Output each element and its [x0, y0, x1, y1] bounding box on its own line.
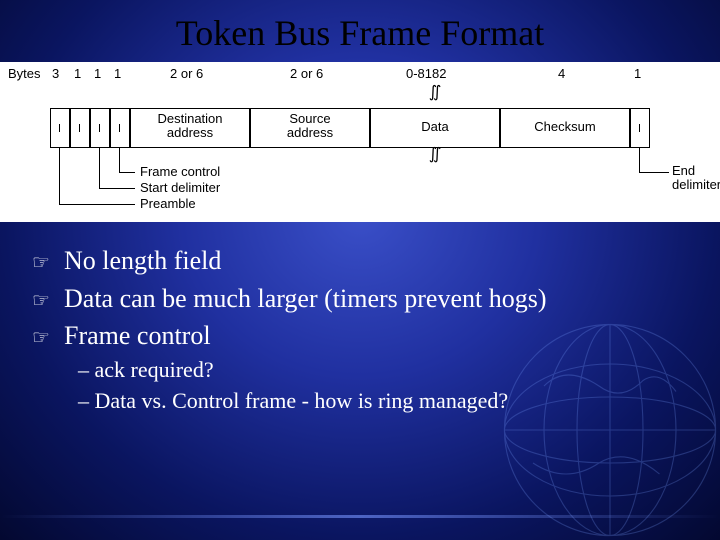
callout-line [639, 172, 669, 173]
field-label-data-top: ∬ [370, 84, 500, 102]
field-box-end [630, 108, 650, 148]
tick [99, 124, 100, 132]
tick [59, 124, 60, 132]
byte-count: 0-8182 [406, 66, 446, 81]
byte-count: 1 [74, 66, 81, 81]
slide-title: Token Bus Frame Format [0, 0, 720, 62]
byte-count: 4 [558, 66, 565, 81]
decorative-divider [0, 515, 720, 518]
data-break-bottom: ∬ [429, 146, 442, 163]
bullet-text: Frame control [64, 317, 211, 355]
field-label-data-bottom: ∬ [370, 146, 500, 164]
field-box [110, 108, 130, 148]
callout-label: Enddelimiter [672, 164, 720, 193]
label-text: Sourceaddress [287, 111, 333, 140]
field-box [50, 108, 70, 148]
data-break-top: ∬ [429, 84, 442, 101]
globe-decoration-icon [500, 320, 720, 540]
field-label: Checksum [500, 120, 630, 134]
callout-line [119, 148, 120, 172]
label-text: Destinationaddress [157, 111, 222, 140]
field-label: Data [370, 120, 500, 134]
byte-count: 2 or 6 [290, 66, 323, 81]
tick [639, 124, 640, 132]
byte-count: 2 or 6 [170, 66, 203, 81]
byte-count: 3 [52, 66, 59, 81]
callout-label: Preamble [140, 196, 196, 211]
field-box [70, 108, 90, 148]
callout-line [99, 148, 100, 188]
bullet-item: ☞ No length field [32, 242, 700, 280]
hand-bullet-icon: ☞ [32, 287, 54, 316]
callout-line [59, 148, 60, 204]
byte-count: 1 [94, 66, 101, 81]
callout-line [119, 172, 135, 173]
callout-label: Start delimiter [140, 180, 220, 195]
bullet-text: No length field [64, 242, 221, 280]
callout-line [639, 148, 640, 172]
frame-format-diagram: Bytes 3 1 1 1 2 or 6 2 or 6 0-8182 4 1 D… [0, 62, 720, 222]
bullet-item: ☞ Data can be much larger (timers preven… [32, 280, 700, 318]
tick [79, 124, 80, 132]
bytes-prefix-label: Bytes [8, 66, 41, 81]
bullet-text: Data can be much larger (timers prevent … [64, 280, 547, 318]
hand-bullet-icon: ☞ [32, 249, 54, 278]
byte-count: 1 [114, 66, 121, 81]
tick [119, 124, 120, 132]
field-label: Sourceaddress [250, 112, 370, 141]
byte-count: 1 [634, 66, 641, 81]
field-box [90, 108, 110, 148]
callout-label: Frame control [140, 164, 220, 179]
field-label: Destinationaddress [130, 112, 250, 141]
hand-bullet-icon: ☞ [32, 324, 54, 353]
callout-line [59, 204, 135, 205]
callout-line [99, 188, 135, 189]
